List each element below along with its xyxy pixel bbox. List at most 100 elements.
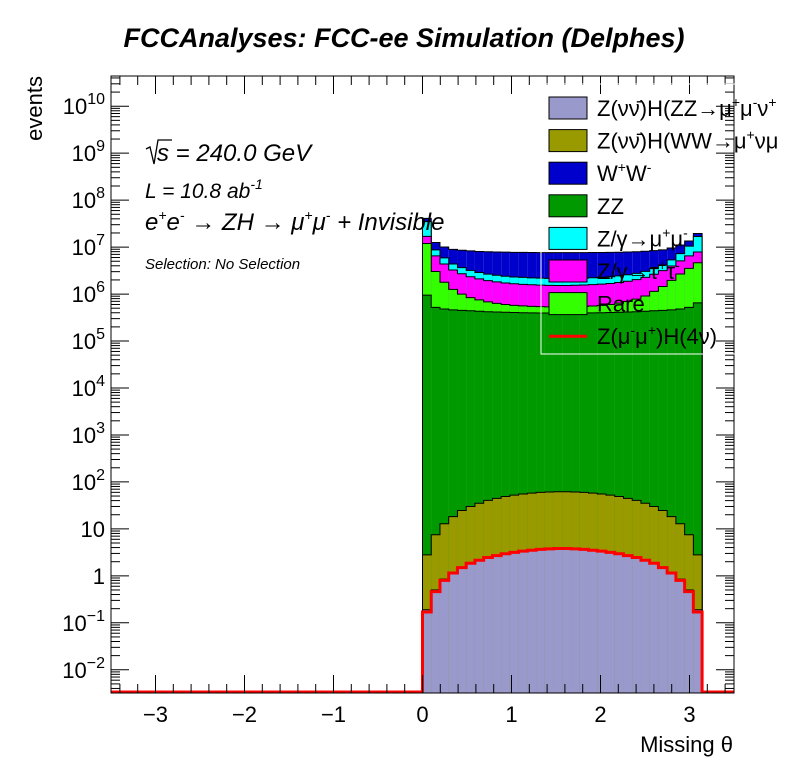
legend-label: Rare — [597, 292, 645, 317]
legend-label: Z/γ→τ+τ- — [597, 257, 680, 284]
legend-swatch — [548, 96, 588, 120]
legend-swatch — [548, 161, 588, 185]
histogram-bar — [536, 549, 545, 693]
x-tick-label: −3 — [143, 702, 168, 727]
histogram-bar — [457, 310, 467, 693]
histogram-bar — [675, 309, 685, 693]
legend-swatch — [548, 194, 588, 218]
y-tick-label: 10−1 — [62, 608, 105, 636]
histogram-bar — [422, 295, 432, 693]
histogram-bar — [658, 566, 668, 693]
histogram-bar — [667, 309, 676, 693]
histogram-bar — [614, 553, 624, 693]
histogram-bar — [640, 311, 650, 693]
histogram-bar — [623, 555, 633, 693]
annotation-process: e+e- → ZH → μ+μ- + Invisible — [145, 207, 444, 236]
legend-swatch — [548, 129, 588, 153]
histogram-bar — [509, 552, 519, 693]
y-tick-label: 103 — [72, 420, 105, 448]
x-tick-label: 0 — [416, 702, 428, 727]
legend-box — [540, 83, 742, 355]
histogram-bar — [562, 548, 572, 693]
sqrt-s-label: s = 240.0 GeV — [157, 140, 313, 167]
histogram-bar — [588, 549, 598, 693]
histogram-bar — [544, 548, 554, 693]
histogram-bar — [466, 310, 475, 693]
histogram-bar — [649, 310, 659, 693]
sqrt-symbol-icon — [145, 139, 172, 165]
x-tick-label: −1 — [321, 702, 346, 727]
annotation-luminosity: L = 10.8 ab-1 — [145, 176, 263, 203]
y-tick-label: 104 — [72, 373, 105, 401]
histogram-bar — [431, 589, 440, 693]
histogram-outline — [422, 235, 703, 693]
histogram-bar — [431, 307, 440, 693]
histogram-bar — [474, 311, 484, 693]
histogram-bar — [579, 549, 589, 693]
annotation-sqrt-s: s = 240.0 GeV — [145, 139, 313, 167]
x-tick-label: −2 — [232, 702, 257, 727]
y-tick-label: 102 — [72, 467, 105, 495]
y-tick-label: 10 — [81, 517, 105, 542]
y-tick-label: 108 — [72, 185, 105, 213]
histogram-outline — [422, 217, 703, 693]
histogram-outline — [422, 491, 703, 693]
histogram-bar — [439, 579, 449, 693]
legend-label: ZZ — [597, 194, 624, 219]
y-tick-label: 109 — [72, 138, 105, 166]
histogram-bar — [658, 310, 668, 693]
signal-line — [111, 546, 734, 694]
signal-step-line — [111, 546, 734, 694]
histogram-bar — [501, 553, 510, 693]
histogram-bar — [693, 609, 703, 693]
histogram-bar — [605, 552, 615, 693]
legend-swatch — [548, 292, 588, 316]
histogram-bar — [422, 609, 432, 693]
stacked-histograms — [422, 217, 703, 694]
y-tick-label: 10−2 — [62, 655, 105, 683]
histogram-bar — [684, 307, 694, 693]
legend-label: W+W- — [597, 159, 652, 186]
legend: Z(νν̄)H(ZZ→μ+μ-ν+ Z(νν̄)H(WW→μ+νμ W+W- ZZ Z/… — [540, 83, 778, 355]
y-axis-title: events — [22, 76, 47, 141]
histogram-bar — [571, 548, 580, 693]
legend-swatch — [548, 226, 588, 250]
x-tick-label: 2 — [594, 702, 606, 727]
x-axis-ticks: −3 −2 −1 0 1 2 3 — [119, 76, 726, 727]
annotation-selection: Selection: No Selection — [145, 256, 300, 273]
histogram-bar — [597, 550, 606, 693]
y-tick-label: 107 — [72, 232, 105, 260]
histogram-bar — [518, 550, 528, 693]
legend-label: Z(μ-μ+)H(4ν) — [597, 322, 717, 349]
histogram-bar — [649, 562, 659, 693]
histogram-bar — [693, 302, 703, 693]
y-tick-label: 1010 — [63, 91, 105, 119]
x-axis-title: Missing θ — [640, 732, 733, 757]
histogram-bar — [448, 572, 458, 693]
chart-title: FCCAnalyses: FCC-ee Simulation (Delphes) — [123, 23, 684, 53]
y-axis-ticks: 10−2 10−1 1 10 102 103 104 105 106 107 108 109 1010 — [62, 77, 734, 689]
histogram-bar — [527, 549, 537, 693]
legend-label: Z(νν̄)H(WW→μ+νμ — [597, 127, 778, 154]
histogram-bar — [667, 572, 676, 693]
histogram-bar — [466, 562, 475, 693]
histogram-bar — [457, 566, 467, 693]
histogram-bar — [632, 557, 641, 693]
histogram-bar — [684, 589, 694, 693]
legend-swatch — [548, 259, 588, 283]
histogram-bar — [553, 548, 563, 693]
histogram-bar — [448, 309, 458, 693]
y-tick-label: 106 — [72, 279, 105, 307]
y-tick-label: 1 — [93, 564, 105, 589]
histogram-bar — [675, 579, 685, 693]
legend-label: Z(νν̄)H(ZZ→μ+μ-ν+ — [597, 94, 777, 121]
histogram-bar — [474, 559, 484, 693]
histogram-bar — [483, 557, 493, 693]
x-tick-label: 3 — [683, 702, 695, 727]
histogram-bar — [640, 559, 650, 693]
x-tick-label: 1 — [505, 702, 517, 727]
legend-label: Z/γ→μ+μ- — [597, 224, 688, 251]
histogram-bar — [439, 309, 449, 693]
histogram-bar — [492, 555, 502, 693]
